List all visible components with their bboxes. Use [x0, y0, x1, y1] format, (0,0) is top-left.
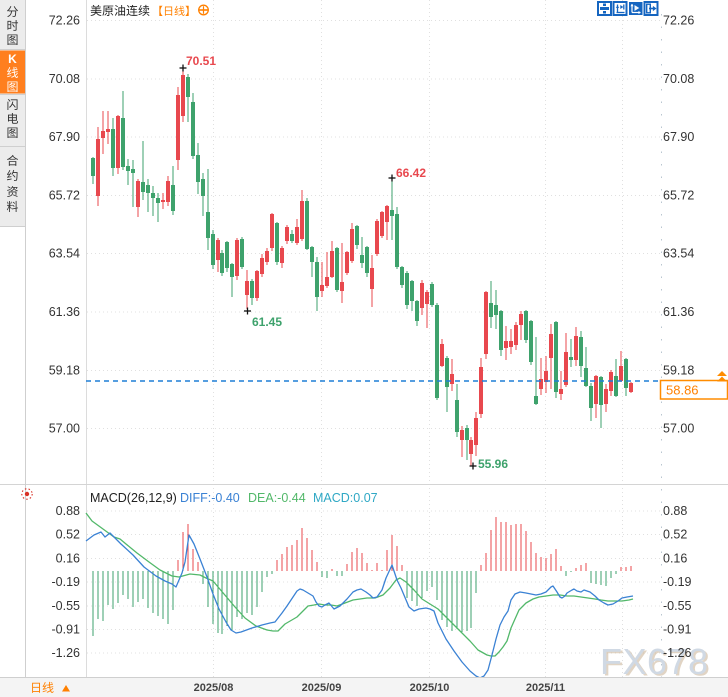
svg-text:0.88: 0.88 — [663, 504, 687, 518]
svg-text:0.16: 0.16 — [663, 551, 687, 565]
svg-text:DEA:-0.44: DEA:-0.44 — [248, 491, 306, 505]
svg-text:-0.19: -0.19 — [663, 575, 692, 589]
svg-text:2025/11: 2025/11 — [526, 682, 565, 694]
svg-text:61.36: 61.36 — [49, 305, 80, 319]
svg-text:67.90: 67.90 — [49, 130, 80, 144]
svg-text:-0.55: -0.55 — [663, 599, 692, 613]
svg-text:K: K — [8, 52, 17, 66]
svg-text:-1.26: -1.26 — [52, 646, 81, 660]
svg-text:DIFF:-0.40: DIFF:-0.40 — [180, 491, 240, 505]
svg-text:FX678: FX678 — [600, 641, 709, 682]
svg-text:72.26: 72.26 — [663, 14, 694, 28]
svg-text:0.52: 0.52 — [663, 528, 687, 542]
svg-text:0.16: 0.16 — [56, 551, 80, 565]
svg-text:0.88: 0.88 — [56, 504, 80, 518]
svg-text:61.36: 61.36 — [663, 305, 694, 319]
svg-text:61.45: 61.45 — [252, 315, 282, 329]
svg-text:FX678: FX678 — [602, 643, 711, 684]
svg-text:70.08: 70.08 — [663, 72, 694, 86]
svg-text:70.51: 70.51 — [186, 54, 216, 68]
svg-text:-0.55: -0.55 — [52, 599, 81, 613]
svg-text:-0.19: -0.19 — [52, 575, 81, 589]
svg-text:55.96: 55.96 — [478, 457, 508, 471]
svg-text:63.54: 63.54 — [663, 247, 694, 261]
svg-text:72.26: 72.26 — [49, 14, 80, 28]
svg-text:65.72: 65.72 — [663, 188, 694, 202]
svg-text:70.08: 70.08 — [49, 72, 80, 86]
svg-text:65.72: 65.72 — [49, 188, 80, 202]
svg-text:-0.91: -0.91 — [663, 623, 692, 637]
svg-text:67.90: 67.90 — [663, 130, 694, 144]
svg-text:0.52: 0.52 — [56, 528, 80, 542]
svg-text:63.54: 63.54 — [49, 247, 80, 261]
svg-text:2025/08: 2025/08 — [194, 682, 234, 694]
svg-text:57.00: 57.00 — [49, 422, 80, 436]
svg-text:57.00: 57.00 — [663, 422, 694, 436]
svg-text:66.42: 66.42 — [396, 166, 426, 180]
svg-text:MACD(26,12,9): MACD(26,12,9) — [90, 491, 177, 505]
svg-text:-1.26: -1.26 — [663, 646, 692, 660]
svg-text:59.18: 59.18 — [663, 363, 694, 377]
svg-text:59.18: 59.18 — [49, 363, 80, 377]
svg-text:MACD:0.07: MACD:0.07 — [313, 491, 378, 505]
svg-text:2025/10: 2025/10 — [410, 682, 450, 694]
svg-text:-0.91: -0.91 — [52, 623, 81, 637]
svg-text:58.86: 58.86 — [666, 383, 699, 398]
svg-text:2025/09: 2025/09 — [302, 682, 342, 694]
